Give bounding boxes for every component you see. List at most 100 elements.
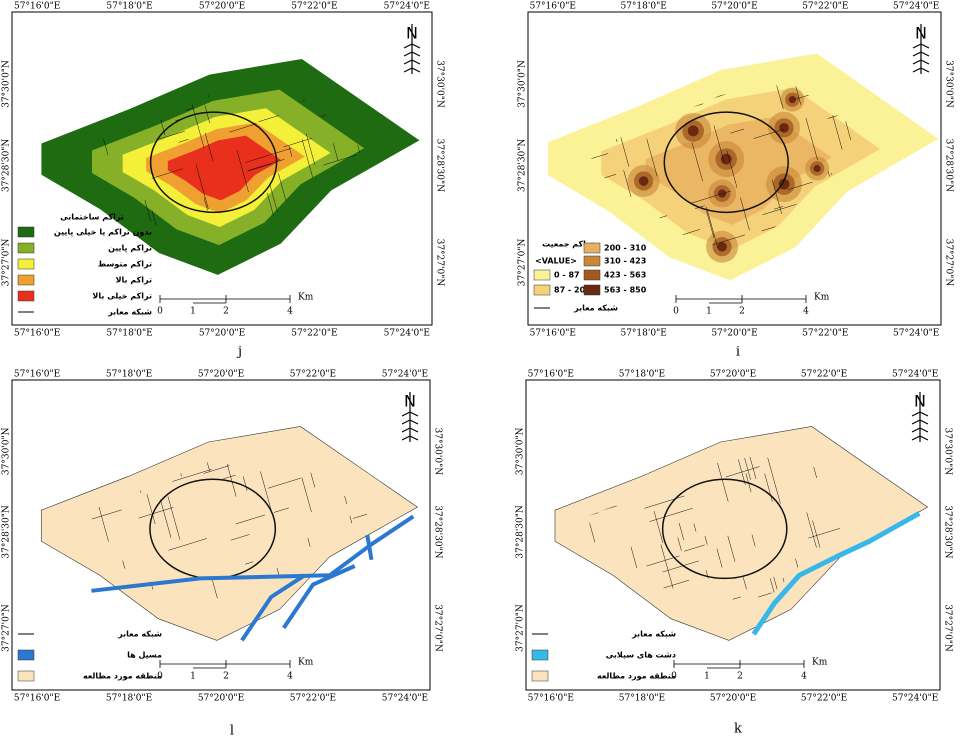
street [693,523,697,532]
street [653,511,664,544]
scale-label: 2 [223,307,229,317]
right-tick-label: 37°28'30"N [433,505,443,558]
legend-label: منطقه مورد مطالعه [597,672,676,681]
street [726,150,738,188]
street [730,128,745,134]
street [98,506,109,542]
top-tick-label: 57°20'0"E [198,370,244,380]
street [712,234,746,246]
street [706,210,715,238]
legend-swatch [17,649,35,661]
left-tick-label: 37°30'0"N [518,60,528,108]
legend-swatch [531,649,549,661]
street [732,596,741,600]
top-tick-label: 57°18'0"E [106,2,152,12]
legend-label: تراکم خیلی بالا [92,292,152,301]
bottom-tick-label: 57°22'0"E [802,329,848,339]
right-tick-label: 37°28'30"N [435,139,445,192]
right-tick-label: 37°28'30"N [943,505,953,558]
right-tick-label: 37°30'0"N [944,60,954,108]
legend-swatch [583,269,601,281]
legend-swatch [533,284,551,296]
bottom-tick-label: 57°16'0"E [14,329,60,339]
density-blob [788,96,796,104]
street [204,105,210,124]
street [758,592,772,598]
street [745,450,757,480]
legend-label: شبکه معابر [573,304,618,313]
street [178,139,189,143]
street [677,537,682,551]
density-blob [778,178,790,190]
right-tick-label: 37°27'0"N [433,604,443,652]
street [258,115,279,122]
scale-label: 0 [157,672,163,682]
bottom-tick-label: 57°20'0"E [711,329,757,339]
density-blob [638,176,649,186]
bottom-tick-label: 57°22'0"E [801,694,847,704]
scale-label: 4 [287,672,293,682]
top-tick-label: 57°16'0"E [14,2,60,12]
north-arrow [912,24,930,74]
bottom-tick-label: 57°24'0"E [893,329,939,339]
panel-label: i [736,345,740,360]
street [247,159,285,171]
density-blob [687,125,699,137]
street [168,538,207,551]
scale-label: 2 [739,307,745,317]
street [832,115,843,150]
scale-unit: Km [298,658,314,668]
street [230,534,250,541]
scale-label: 0 [157,307,163,317]
left-tick-label: 37°27'0"N [516,604,526,652]
scale-bar [159,660,291,669]
right-tick-label: 37°30'0"N [943,427,953,475]
street [662,560,699,573]
street [691,142,703,182]
street [203,197,208,211]
street [716,461,729,502]
north-arrow [401,392,419,442]
legend-label: مسیل ها [127,651,162,660]
legend-label: 0 - 87 [554,271,580,280]
street [273,507,289,513]
street [204,132,214,162]
right-tick-label: 37°27'0"N [943,604,953,652]
street [333,143,339,161]
right-tick-label: 37°30'0"N [435,60,445,108]
street [353,513,368,519]
bottom-tick-label: 57°16'0"E [530,329,576,339]
street [649,507,693,522]
street [242,476,248,491]
street [195,164,209,210]
density-blob [717,241,727,252]
top-tick-label: 57°24'0"E [384,2,430,12]
scale-label: 2 [223,672,229,682]
scale-label: 0 [673,307,679,317]
street [350,686,359,717]
bottom-tick-label: 57°20'0"E [710,694,756,704]
street [771,179,782,214]
legend-swatch [17,242,35,254]
street [704,536,708,545]
top-tick-label: 57°16'0"E [528,370,574,380]
bottom-tick-label: 57°20'0"E [199,329,245,339]
map-panel [11,11,433,326]
study-area [554,426,929,641]
legend-title: تراکم ساختمانی [60,213,124,222]
street [646,138,658,177]
scale-label: 4 [803,307,809,317]
street [260,471,273,514]
street [753,128,785,139]
legend-label: تراکم متوسط [98,260,152,269]
scale-label: 4 [287,307,293,317]
street [245,148,292,163]
left-tick-label: 37°27'0"N [518,238,528,286]
top-tick-label: 57°20'0"E [711,2,757,12]
street [160,499,172,539]
top-tick-label: 57°16'0"E [14,370,60,380]
street [713,125,725,164]
bottom-tick-label: 57°20'0"E [198,694,244,704]
right-tick-label: 37°30'0"N [433,427,443,475]
panel-label: l [230,724,234,739]
